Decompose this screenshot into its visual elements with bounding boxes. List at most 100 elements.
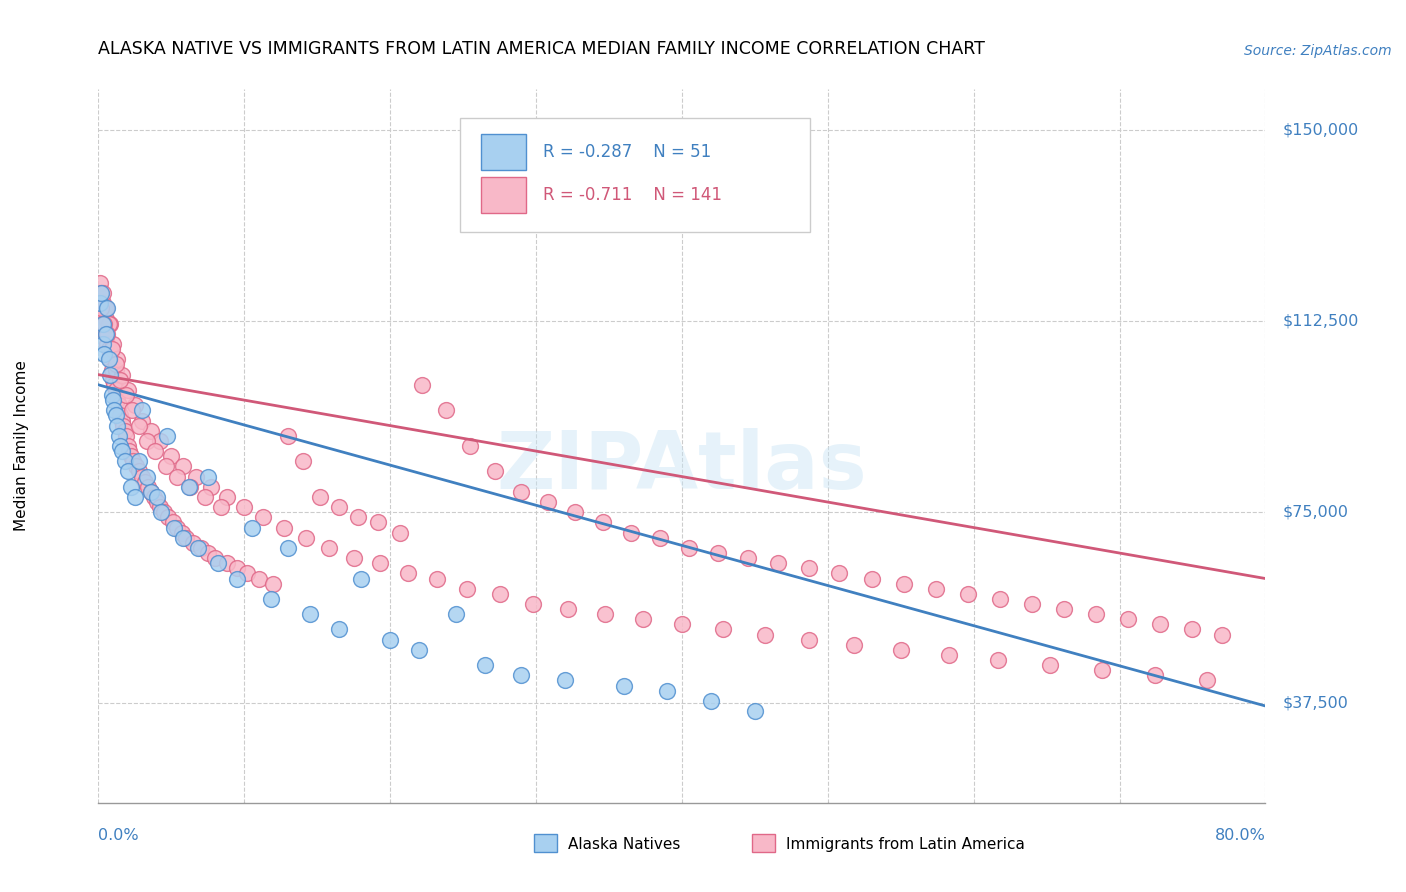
Point xyxy=(104,358,127,372)
Point xyxy=(484,465,506,479)
Point xyxy=(125,459,148,474)
Point xyxy=(294,531,316,545)
Point xyxy=(631,612,654,626)
Point xyxy=(91,286,114,301)
Point xyxy=(318,541,340,555)
Point xyxy=(207,556,229,570)
Point xyxy=(97,342,120,356)
Point xyxy=(343,551,366,566)
Point xyxy=(94,326,117,341)
Point xyxy=(111,413,134,427)
Point xyxy=(172,459,194,474)
Point xyxy=(350,572,373,586)
Point xyxy=(215,556,238,570)
Text: 0.0%: 0.0% xyxy=(98,829,139,843)
Point xyxy=(174,531,197,545)
Point xyxy=(700,694,723,708)
Point xyxy=(91,337,114,351)
Point xyxy=(233,500,256,515)
Point xyxy=(177,480,200,494)
Text: $112,500: $112,500 xyxy=(1282,314,1360,328)
Bar xyxy=(460,118,810,232)
Point xyxy=(378,632,402,647)
Point xyxy=(166,469,188,483)
Point xyxy=(657,683,679,698)
Point xyxy=(100,362,122,376)
Point xyxy=(89,296,111,310)
Point xyxy=(104,362,127,376)
Point xyxy=(98,368,121,382)
Point xyxy=(112,418,135,433)
Point xyxy=(240,520,263,534)
Point xyxy=(108,429,131,443)
Point xyxy=(157,510,180,524)
Point xyxy=(93,301,115,316)
Point xyxy=(94,301,117,316)
Text: Immigrants from Latin America: Immigrants from Latin America xyxy=(786,838,1025,852)
Text: Median Family Income: Median Family Income xyxy=(14,360,28,532)
Point xyxy=(163,520,186,534)
Point xyxy=(136,480,159,494)
Point xyxy=(153,505,176,519)
Point xyxy=(194,490,217,504)
Point xyxy=(277,429,299,443)
Point xyxy=(96,337,118,351)
Point xyxy=(97,352,120,367)
Point xyxy=(925,582,948,596)
Point xyxy=(328,623,350,637)
Point xyxy=(426,572,449,586)
Point xyxy=(187,541,209,555)
Text: R = -0.711    N = 141: R = -0.711 N = 141 xyxy=(543,186,723,203)
Point xyxy=(1116,612,1139,626)
Point xyxy=(181,536,204,550)
Point xyxy=(98,317,121,331)
Point xyxy=(105,352,128,367)
Point xyxy=(190,541,212,555)
Point xyxy=(149,500,172,515)
Point xyxy=(593,607,616,622)
Point xyxy=(236,566,259,581)
Point xyxy=(101,373,124,387)
Point xyxy=(135,469,157,483)
Point xyxy=(259,591,281,606)
Point xyxy=(166,520,188,534)
Point xyxy=(460,439,482,453)
Point xyxy=(120,480,142,494)
Point xyxy=(93,317,115,331)
Point xyxy=(389,525,412,540)
Point xyxy=(117,439,139,453)
Point xyxy=(110,439,132,453)
Point xyxy=(510,668,533,682)
Point xyxy=(124,490,146,504)
Point xyxy=(108,398,131,412)
Point xyxy=(797,561,820,575)
Point xyxy=(200,480,222,494)
Point xyxy=(1149,617,1171,632)
Point xyxy=(120,449,142,463)
Point xyxy=(111,444,134,458)
Point xyxy=(128,454,150,468)
Point xyxy=(252,510,274,524)
Point xyxy=(956,587,979,601)
Point xyxy=(131,469,153,483)
Point xyxy=(197,546,219,560)
Point xyxy=(648,531,671,545)
Point xyxy=(90,286,112,301)
Point xyxy=(444,607,467,622)
Point xyxy=(179,480,201,494)
Point xyxy=(131,403,153,417)
Point xyxy=(90,286,112,301)
Point xyxy=(115,429,138,443)
Point xyxy=(564,505,586,519)
Point xyxy=(162,516,184,530)
Point xyxy=(115,388,138,402)
Point xyxy=(149,434,172,448)
Point xyxy=(744,704,766,718)
Point xyxy=(612,679,634,693)
Point xyxy=(262,576,284,591)
Point xyxy=(408,643,430,657)
Text: 80.0%: 80.0% xyxy=(1215,829,1265,843)
Point xyxy=(620,525,643,540)
Point xyxy=(737,551,759,566)
Point xyxy=(96,326,118,341)
